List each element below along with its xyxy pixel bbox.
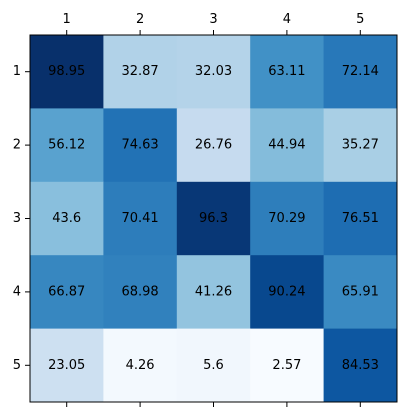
heatmap-cell bbox=[103, 255, 178, 330]
heatmap-cell bbox=[250, 35, 325, 109]
x-tick-label: 3 bbox=[209, 12, 217, 27]
heatmap-cell bbox=[323, 108, 398, 183]
heatmap-cell bbox=[30, 35, 104, 109]
cell-value-label: 68.98 bbox=[121, 284, 158, 299]
cell-value-label: 41.26 bbox=[195, 284, 232, 299]
cell-value-label: 2.57 bbox=[272, 358, 301, 373]
cell-value-label: 66.87 bbox=[48, 284, 85, 299]
y-tick-label: 5 bbox=[13, 358, 21, 373]
cell-value-label: 44.94 bbox=[268, 138, 305, 153]
heatmap-cell bbox=[323, 35, 398, 109]
y-tick-label: 1 bbox=[13, 64, 21, 79]
cell-value-label: 5.6 bbox=[203, 358, 224, 373]
y-axis: 1 2 3 4 5 bbox=[13, 64, 30, 373]
heatmap-cell bbox=[176, 255, 251, 330]
cell-value-label: 63.11 bbox=[268, 64, 305, 79]
cell-value-label: 32.87 bbox=[121, 64, 158, 79]
cell-value-label: 4.26 bbox=[126, 358, 155, 373]
x-axis-top: 1 2 3 4 5 bbox=[63, 12, 364, 35]
cell-value-label: 35.27 bbox=[342, 138, 379, 153]
x-tick-label: 5 bbox=[356, 12, 364, 27]
heatmap-cell bbox=[103, 35, 178, 109]
cell-value-label: 70.29 bbox=[268, 211, 305, 226]
cell-value-label: 23.05 bbox=[48, 358, 85, 373]
heatmap-cell bbox=[30, 255, 104, 330]
cell-value-label: 56.12 bbox=[48, 138, 85, 153]
heatmap-cell bbox=[323, 181, 398, 256]
cell-value-label: 43.6 bbox=[52, 211, 81, 226]
cell-value-label: 65.91 bbox=[342, 284, 379, 299]
cell-value-label: 32.03 bbox=[195, 64, 232, 79]
y-tick-label: 3 bbox=[13, 211, 21, 226]
cell-value-label: 76.51 bbox=[342, 211, 379, 226]
heatmap-cell bbox=[323, 255, 398, 330]
x-tick-label: 1 bbox=[63, 12, 71, 27]
x-tick-label: 2 bbox=[136, 12, 144, 27]
heatmap-cell bbox=[176, 328, 251, 403]
heatmap-cell bbox=[30, 108, 104, 183]
x-tick-label: 4 bbox=[283, 12, 291, 27]
heatmap-cell bbox=[30, 328, 104, 403]
x-axis-bottom bbox=[66, 402, 361, 407]
heatmap-cell bbox=[103, 181, 178, 256]
cell-value-label: 96.3 bbox=[199, 211, 228, 226]
heatmap-cell bbox=[323, 328, 398, 403]
heatmap-cell bbox=[103, 108, 178, 183]
y-tick-label: 4 bbox=[13, 284, 21, 299]
heatmap-cell bbox=[176, 181, 251, 256]
heatmap-cells bbox=[30, 35, 398, 403]
y-tick-label: 2 bbox=[13, 138, 21, 153]
cell-value-label: 72.14 bbox=[342, 64, 379, 79]
heatmap-cell bbox=[250, 255, 325, 330]
cell-value-label: 26.76 bbox=[195, 138, 232, 153]
heatmap-cell bbox=[176, 108, 251, 183]
heatmap-cell bbox=[30, 181, 104, 256]
cell-value-label: 84.53 bbox=[342, 358, 379, 373]
cell-value-label: 74.63 bbox=[121, 138, 158, 153]
heatmap-cell bbox=[250, 108, 325, 183]
cell-value-label: 70.41 bbox=[121, 211, 158, 226]
heatmap-cell bbox=[250, 328, 325, 403]
heatmap-cell bbox=[176, 35, 251, 109]
cell-value-label: 90.24 bbox=[268, 284, 305, 299]
heatmap-cell-labels: 98.95 32.87 32.03 63.11 72.14 56.12 74.63 26.76… bbox=[48, 64, 379, 373]
heatmap-cell bbox=[103, 328, 178, 403]
heatmap-cell bbox=[250, 181, 325, 256]
cell-value-label: 98.95 bbox=[48, 64, 85, 79]
